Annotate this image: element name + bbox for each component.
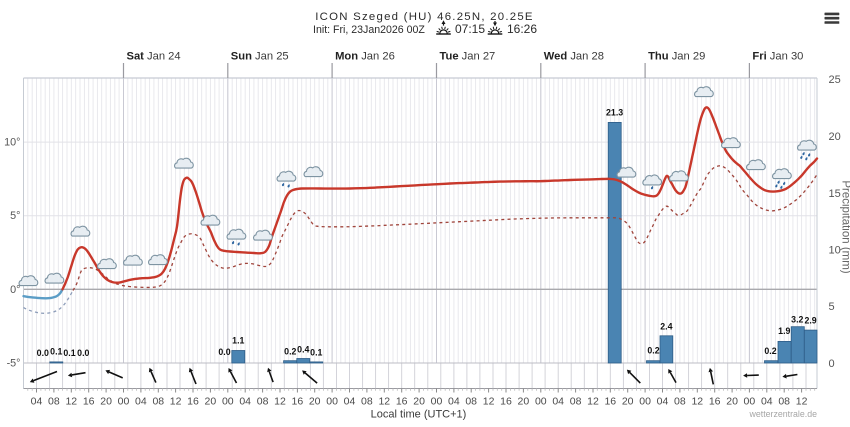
svg-text:0.0: 0.0 xyxy=(77,348,89,358)
svg-text:04: 04 xyxy=(344,396,356,408)
svg-text:08: 08 xyxy=(674,396,686,408)
svg-text:1.1: 1.1 xyxy=(232,336,244,346)
svg-text:16: 16 xyxy=(709,396,721,408)
svg-text:0.2: 0.2 xyxy=(284,347,296,357)
svg-text:00: 00 xyxy=(744,396,756,408)
svg-text:12: 12 xyxy=(691,396,703,408)
svg-text:12: 12 xyxy=(170,396,182,408)
svg-text:Precipitation (mm): Precipitation (mm) xyxy=(840,180,850,273)
svg-text:0.1: 0.1 xyxy=(310,348,322,358)
svg-text:04: 04 xyxy=(135,396,147,408)
svg-text:16: 16 xyxy=(396,396,408,408)
svg-text:00: 00 xyxy=(535,396,547,408)
svg-text:15: 15 xyxy=(829,188,841,200)
svg-text:Init: Fri, 23Jan2026 00Z: Init: Fri, 23Jan2026 00Z xyxy=(313,24,425,36)
svg-text:0.2: 0.2 xyxy=(764,346,776,356)
svg-text:08: 08 xyxy=(465,396,477,408)
svg-text:20: 20 xyxy=(205,396,217,408)
svg-text:08: 08 xyxy=(152,396,164,408)
svg-text:16:26: 16:26 xyxy=(507,22,537,36)
svg-text:Thu Jan 29: Thu Jan 29 xyxy=(648,51,705,63)
svg-text:08: 08 xyxy=(361,396,373,408)
svg-text:2.4: 2.4 xyxy=(660,322,672,332)
svg-text:16: 16 xyxy=(83,396,95,408)
svg-text:12: 12 xyxy=(587,396,599,408)
svg-text:10: 10 xyxy=(829,245,841,257)
svg-text:25: 25 xyxy=(829,74,841,86)
svg-text:16: 16 xyxy=(500,396,512,408)
svg-text:16: 16 xyxy=(292,396,304,408)
svg-text:Tue Jan 27: Tue Jan 27 xyxy=(440,51,496,63)
svg-text:0: 0 xyxy=(829,358,835,370)
svg-text:0.4: 0.4 xyxy=(297,345,309,355)
svg-text:12: 12 xyxy=(65,396,77,408)
svg-text:04: 04 xyxy=(761,396,773,408)
svg-text:5°: 5° xyxy=(10,210,20,222)
svg-text:Mon Jan 26: Mon Jan 26 xyxy=(335,51,395,63)
svg-text:10°: 10° xyxy=(4,137,20,149)
svg-text:08: 08 xyxy=(48,396,60,408)
svg-text:21.3: 21.3 xyxy=(606,108,623,118)
svg-text:Fri Jan 30: Fri Jan 30 xyxy=(752,51,803,63)
svg-text:00: 00 xyxy=(326,396,338,408)
svg-text:04: 04 xyxy=(31,396,43,408)
svg-text:wetterzentrale.de: wetterzentrale.de xyxy=(749,409,818,419)
svg-text:08: 08 xyxy=(778,396,790,408)
svg-text:07:15: 07:15 xyxy=(455,22,485,36)
svg-text:Sat Jan 24: Sat Jan 24 xyxy=(127,51,181,63)
svg-text:5: 5 xyxy=(829,301,835,313)
svg-text:0°: 0° xyxy=(10,284,20,296)
svg-text:04: 04 xyxy=(552,396,564,408)
svg-text:12: 12 xyxy=(483,396,495,408)
svg-text:04: 04 xyxy=(657,396,669,408)
svg-text:00: 00 xyxy=(431,396,443,408)
svg-text:Wed Jan 28: Wed Jan 28 xyxy=(544,51,604,63)
svg-text:0.0: 0.0 xyxy=(37,348,49,358)
svg-text:08: 08 xyxy=(257,396,269,408)
svg-text:04: 04 xyxy=(239,396,251,408)
svg-text:16: 16 xyxy=(187,396,199,408)
svg-text:1.9: 1.9 xyxy=(778,326,790,336)
svg-text:0.2: 0.2 xyxy=(647,346,659,356)
svg-text:2.9: 2.9 xyxy=(804,316,816,326)
svg-text:Local time (UTC+1): Local time (UTC+1) xyxy=(371,409,467,421)
svg-text:Sun Jan 25: Sun Jan 25 xyxy=(231,51,289,63)
svg-text:0.1: 0.1 xyxy=(63,348,75,358)
svg-text:20: 20 xyxy=(100,396,112,408)
svg-text:12: 12 xyxy=(796,396,808,408)
svg-text:00: 00 xyxy=(118,396,130,408)
svg-text:20: 20 xyxy=(413,396,425,408)
svg-text:08: 08 xyxy=(570,396,582,408)
svg-text:-5°: -5° xyxy=(7,358,21,370)
svg-text:12: 12 xyxy=(378,396,390,408)
svg-text:04: 04 xyxy=(448,396,460,408)
svg-text:0.1: 0.1 xyxy=(50,347,62,357)
svg-text:16: 16 xyxy=(604,396,616,408)
svg-text:12: 12 xyxy=(274,396,286,408)
svg-text:00: 00 xyxy=(222,396,234,408)
svg-text:00: 00 xyxy=(639,396,651,408)
svg-text:20: 20 xyxy=(309,396,321,408)
svg-text:3.2: 3.2 xyxy=(791,315,803,325)
svg-text:ICON Szeged (HU) 46.25N, 20.25: ICON Szeged (HU) 46.25N, 20.25E xyxy=(315,11,534,23)
svg-text:20: 20 xyxy=(829,131,841,143)
svg-text:20: 20 xyxy=(726,396,738,408)
svg-text:0.0: 0.0 xyxy=(218,347,230,357)
svg-text:20: 20 xyxy=(518,396,530,408)
svg-text:20: 20 xyxy=(622,396,634,408)
